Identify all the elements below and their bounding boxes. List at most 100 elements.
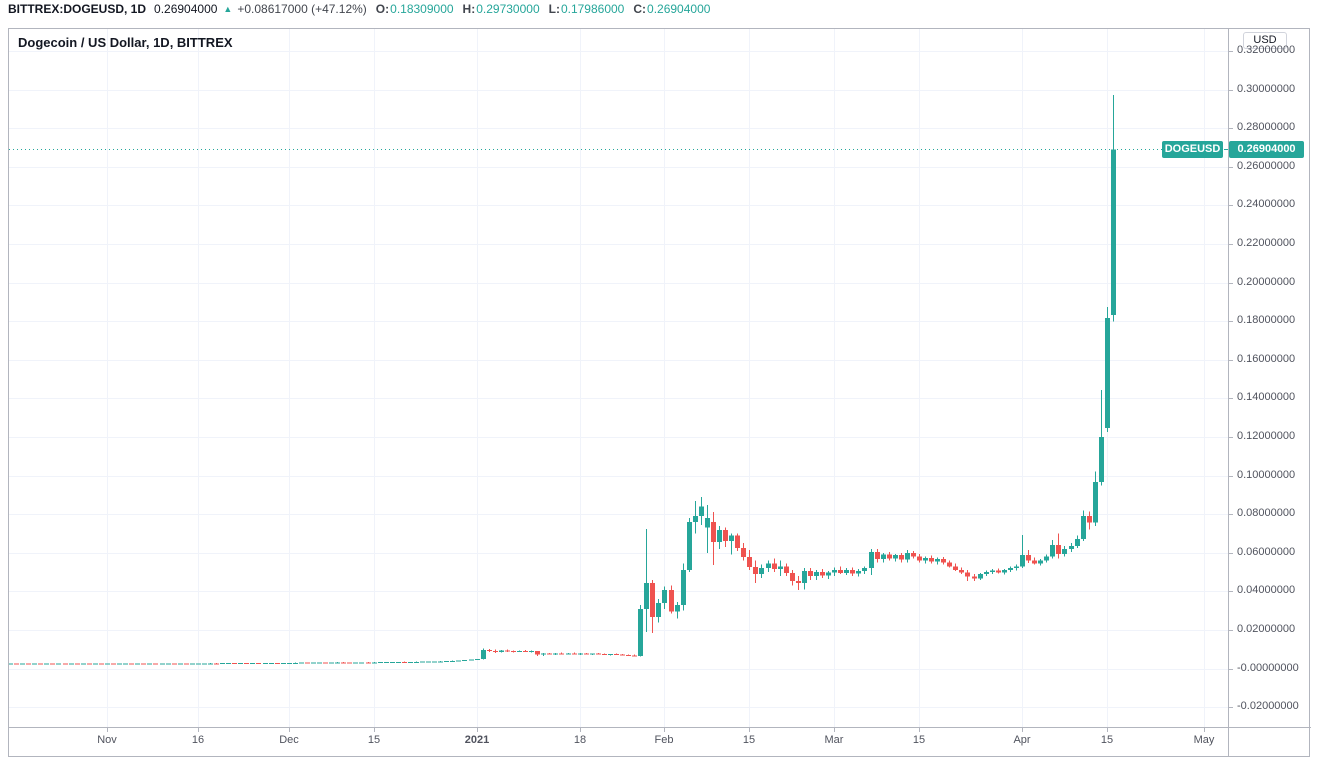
candle-body	[1008, 568, 1013, 571]
time-axis[interactable]: Nov 16 Dec 15 2021 18 Feb 15 Mar 15 Apr 15 May	[9, 728, 1228, 757]
candle-body	[38, 663, 43, 665]
candle-body	[741, 547, 746, 558]
candle-body	[644, 582, 649, 609]
candle-body	[317, 662, 322, 664]
candle-body	[796, 580, 801, 583]
candle-body	[190, 663, 195, 665]
candle-body	[620, 654, 625, 656]
price-tick-mark	[1229, 553, 1233, 554]
candle-body	[372, 662, 377, 664]
price-tick-label: 0.02000000	[1237, 623, 1296, 635]
candle-body	[626, 654, 631, 656]
time-tick-label: 15	[742, 734, 756, 746]
candle-body	[1111, 149, 1116, 316]
candle-body	[917, 556, 922, 561]
candle-body	[559, 653, 564, 655]
candle-body	[947, 562, 952, 567]
price-tick-mark	[1229, 167, 1233, 168]
candle-body	[44, 663, 49, 665]
candle-body	[281, 663, 286, 665]
currency-badge[interactable]: USD	[1243, 32, 1287, 49]
candle-body	[32, 663, 37, 665]
price-axis[interactable]: USD 0.26904000 0.32000000 0.30000000 0.280…	[1229, 28, 1311, 727]
candle-body	[402, 661, 407, 663]
candle-body	[705, 517, 710, 528]
time-tick-mark	[1022, 728, 1023, 732]
candle-body	[535, 651, 540, 655]
price-tick-mark	[1229, 707, 1233, 708]
open-value: 0.18309000	[390, 2, 454, 16]
time-tick-mark	[580, 728, 581, 732]
candle-body	[1062, 548, 1067, 554]
candle-body	[208, 663, 213, 665]
candle-body	[602, 654, 607, 656]
candle-body	[378, 662, 383, 664]
candlestick-chart[interactable]	[9, 28, 1228, 727]
candle-body	[384, 662, 389, 664]
candle-body	[790, 573, 795, 581]
time-tick-label: 16	[191, 734, 205, 746]
price-tick-label: 0.10000000	[1237, 469, 1296, 481]
candle-body	[911, 552, 916, 557]
candle-body	[250, 663, 255, 665]
candle-body	[729, 535, 734, 542]
candle-body	[1075, 538, 1080, 547]
candle-body	[687, 521, 692, 571]
candle-body	[287, 662, 292, 664]
price-tick-mark	[1229, 514, 1233, 515]
candle-body	[905, 552, 910, 560]
candle-body	[129, 663, 134, 665]
candle-body	[153, 663, 158, 665]
candle-body	[784, 566, 789, 574]
price-tick-mark	[1229, 283, 1233, 284]
price-tick-label: 0.32000000	[1237, 44, 1296, 56]
candle-body	[1099, 437, 1104, 482]
candle-body	[1038, 560, 1043, 564]
candle-body	[111, 663, 116, 665]
candle-body	[529, 651, 534, 653]
candle-body	[959, 569, 964, 573]
candle-body	[869, 552, 874, 569]
candle-body	[711, 522, 716, 542]
price-tick-mark	[1229, 128, 1233, 129]
candle-body	[747, 557, 752, 568]
close-value: 0.26904000	[647, 2, 711, 16]
candle-body	[832, 569, 837, 573]
candle-body	[99, 663, 104, 665]
candle-body	[881, 554, 886, 559]
time-tick-mark	[107, 728, 108, 732]
candle-body	[141, 663, 146, 665]
candle-body	[166, 663, 171, 665]
candle-body	[596, 653, 601, 655]
candle-body	[244, 663, 249, 665]
time-tick-label: Apr	[1013, 734, 1031, 746]
candle-body	[469, 659, 474, 661]
candle-body	[717, 530, 722, 542]
price-tick-label: 0.20000000	[1237, 276, 1296, 288]
candle-body	[753, 567, 758, 575]
candle-body	[26, 663, 31, 665]
time-tick-mark	[834, 728, 835, 732]
candle-body	[1032, 560, 1037, 564]
candle-body	[990, 570, 995, 573]
candle-body	[1044, 556, 1049, 561]
candle-body	[984, 572, 989, 575]
candle-body	[972, 576, 977, 579]
candle-body	[578, 653, 583, 655]
candle-body	[1087, 516, 1092, 523]
candle-body	[759, 568, 764, 575]
candle-body	[462, 660, 467, 662]
high-value: 0.29730000	[476, 2, 540, 16]
candle-body	[14, 663, 19, 665]
price-tick-label: 0.12000000	[1237, 430, 1296, 442]
price-tick-label: -0.00000000	[1237, 662, 1299, 674]
candle-body	[499, 650, 504, 652]
candle-body	[87, 663, 92, 665]
candle-body	[196, 663, 201, 665]
candle-body	[493, 650, 498, 652]
chart-pane[interactable]: Dogecoin / US Dollar, 1D, BITTREX DOGEUS…	[9, 28, 1229, 727]
time-tick-label: 15	[367, 734, 381, 746]
candle-body	[75, 663, 80, 665]
candle-body	[1093, 481, 1098, 523]
time-tick-mark	[664, 728, 665, 732]
